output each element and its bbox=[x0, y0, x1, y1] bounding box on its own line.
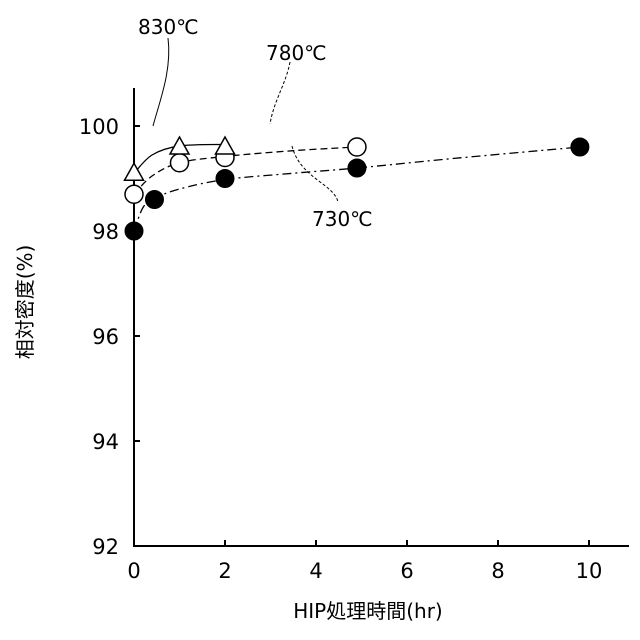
y-tick-label: 96 bbox=[92, 325, 119, 349]
marker-filled-circle-730 bbox=[570, 137, 590, 157]
x-tick-label: 2 bbox=[218, 559, 231, 583]
series-markers bbox=[123, 135, 590, 241]
x-ticks: 0 2 4 6 8 10 bbox=[127, 540, 602, 583]
leader-780 bbox=[269, 61, 291, 125]
series-label-830: 830℃ bbox=[138, 15, 199, 39]
y-axis-title: 相対密度(%) bbox=[13, 245, 37, 360]
x-tick-label: 0 bbox=[127, 559, 140, 583]
marker-open-circle-780 bbox=[347, 137, 367, 157]
y-tick-label: 92 bbox=[92, 535, 119, 559]
marker-triangle-830 bbox=[214, 135, 236, 155]
marker-filled-circle-730 bbox=[144, 190, 164, 209]
leader-830 bbox=[152, 37, 170, 127]
marker-triangle-830 bbox=[168, 135, 191, 155]
marker-open-circle-780 bbox=[169, 153, 190, 173]
marker-filled-circle-730 bbox=[124, 221, 144, 241]
marker-open-circle-780 bbox=[124, 184, 144, 204]
x-tick-label: 4 bbox=[309, 559, 322, 583]
x-tick-label: 6 bbox=[400, 559, 413, 583]
x-axis-title: HIP処理時間(hr) bbox=[293, 599, 443, 623]
marker-filled-circle-730 bbox=[347, 158, 367, 178]
x-tick-label: 8 bbox=[491, 559, 504, 583]
y-tick-label: 94 bbox=[92, 430, 119, 454]
series-label-730: 730℃ bbox=[312, 207, 373, 231]
marker-triangle-830 bbox=[123, 161, 145, 181]
series-curves bbox=[133, 143, 580, 232]
series-label-780: 780℃ bbox=[266, 41, 327, 65]
series-annotations: 830℃ 780℃ 730℃ bbox=[138, 15, 373, 231]
y-tick-label: 98 bbox=[92, 220, 119, 244]
leader-730 bbox=[291, 145, 339, 203]
y-ticks: 92 94 96 98 100 bbox=[79, 115, 140, 559]
marker-filled-circle-730 bbox=[215, 169, 235, 188]
axes bbox=[133, 88, 629, 547]
y-tick-label: 100 bbox=[79, 115, 119, 139]
series-curve-830 bbox=[133, 143, 226, 174]
x-tick-label: 10 bbox=[576, 559, 603, 583]
series-curve-780 bbox=[133, 146, 357, 195]
